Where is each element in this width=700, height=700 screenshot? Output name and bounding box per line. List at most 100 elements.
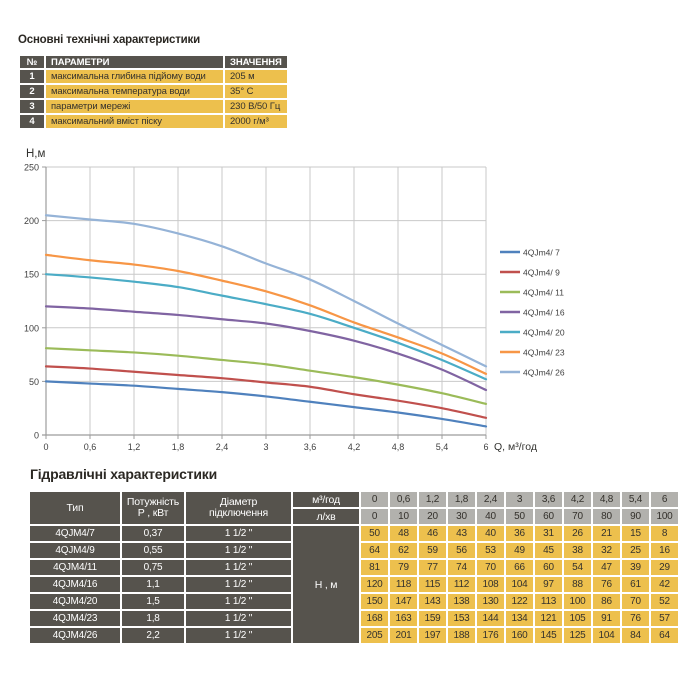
head-value-cell: 150 bbox=[361, 594, 388, 609]
head-value-cell: 62 bbox=[390, 543, 417, 558]
x-tick-label: 2,4 bbox=[216, 442, 229, 452]
spec-value-cell: 2000 г/м³ bbox=[225, 115, 287, 128]
legend-label: 4QJm4/ 9 bbox=[523, 268, 560, 278]
head-value-cell: 130 bbox=[477, 594, 504, 609]
head-value-cell: 53 bbox=[477, 543, 504, 558]
flow-m3-value-cell: 0,6 bbox=[390, 492, 417, 507]
x-tick-label: 0,6 bbox=[84, 442, 97, 452]
pump-type-cell: 4QJM4/11 bbox=[30, 560, 120, 575]
series-line-4QJm4-26 bbox=[44, 214, 488, 368]
head-value-cell: 49 bbox=[506, 543, 533, 558]
series-line-4QJm4-23 bbox=[44, 253, 488, 375]
head-value-cell: 84 bbox=[622, 628, 649, 643]
head-value-cell: 81 bbox=[361, 560, 388, 575]
head-value-cell: 160 bbox=[506, 628, 533, 643]
col-header-type: Тип bbox=[30, 492, 120, 524]
flow-lmin-value-cell: 20 bbox=[419, 509, 446, 524]
head-value-cell: 77 bbox=[419, 560, 446, 575]
flow-m3-value-cell: 1,8 bbox=[448, 492, 475, 507]
diameter-cell: 1 1/2 " bbox=[186, 560, 291, 575]
diameter-cell: 1 1/2 " bbox=[186, 611, 291, 626]
series-line-4QJm4-9 bbox=[44, 365, 488, 419]
head-value-cell: 153 bbox=[448, 611, 475, 626]
head-value-cell: 121 bbox=[535, 611, 562, 626]
head-value-cell: 112 bbox=[448, 577, 475, 592]
flow-m3-value-cell: 0 bbox=[361, 492, 388, 507]
head-value-cell: 46 bbox=[419, 526, 446, 541]
head-value-cell: 147 bbox=[390, 594, 417, 609]
flow-lmin-value-cell: 40 bbox=[477, 509, 504, 524]
head-value-cell: 25 bbox=[622, 543, 649, 558]
head-value-cell: 138 bbox=[448, 594, 475, 609]
flow-m3-value-cell: 3,6 bbox=[535, 492, 562, 507]
series-line-4QJm4-20 bbox=[44, 273, 488, 381]
head-value-cell: 188 bbox=[448, 628, 475, 643]
col-header-power-line1: Потужність bbox=[126, 496, 180, 508]
spec-value-cell: 230 В/50 Гц bbox=[225, 100, 287, 113]
head-value-cell: 21 bbox=[593, 526, 620, 541]
head-value-cell: 120 bbox=[361, 577, 388, 592]
head-value-cell: 57 bbox=[651, 611, 678, 626]
diameter-cell: 1 1/2 " bbox=[186, 526, 291, 541]
legend-label: 4QJm4/ 20 bbox=[523, 328, 565, 338]
y-tick-label: 200 bbox=[24, 216, 39, 226]
head-value-cell: 31 bbox=[535, 526, 562, 541]
head-value-cell: 40 bbox=[477, 526, 504, 541]
head-value-cell: 122 bbox=[506, 594, 533, 609]
head-value-cell: 43 bbox=[448, 526, 475, 541]
spec-header-value: ЗНАЧЕННЯ bbox=[225, 56, 287, 68]
power-cell: 1,1 bbox=[122, 577, 184, 592]
power-cell: 1,5 bbox=[122, 594, 184, 609]
pump-row: 4QJM4/23 1,8 1 1/2 " 168 163 159 153 144 134 121 1… bbox=[30, 611, 678, 626]
power-cell: 0,37 bbox=[122, 526, 184, 541]
y-tick-label: 0 bbox=[34, 431, 39, 441]
x-tick-label: 0 bbox=[43, 442, 48, 452]
flow-lmin-value-cell: 60 bbox=[535, 509, 562, 524]
head-value-cell: 56 bbox=[448, 543, 475, 558]
series-line-4QJm4-11 bbox=[44, 347, 488, 406]
head-value-cell: 48 bbox=[390, 526, 417, 541]
head-value-cell: 100 bbox=[564, 594, 591, 609]
flow-m3-value-cell: 1,2 bbox=[419, 492, 446, 507]
head-value-cell: 86 bbox=[593, 594, 620, 609]
pump-row: 4QJM4/9 0,55 1 1/2 " 64 62 59 56 53 49 45 38 32 25 16 bbox=[30, 543, 678, 558]
head-value-cell: 70 bbox=[622, 594, 649, 609]
spec-num-cell: 3 bbox=[20, 100, 44, 113]
head-value-cell: 105 bbox=[564, 611, 591, 626]
diameter-cell: 1 1/2 " bbox=[186, 594, 291, 609]
head-value-cell: 91 bbox=[593, 611, 620, 626]
x-tick-label: 1,2 bbox=[128, 442, 141, 452]
diameter-cell: 1 1/2 " bbox=[186, 577, 291, 592]
head-value-cell: 108 bbox=[477, 577, 504, 592]
head-value-cell: 50 bbox=[361, 526, 388, 541]
x-tick-label: 3,6 bbox=[304, 442, 317, 452]
hydraulic-title: Гідравлічні характеристики bbox=[30, 466, 217, 482]
head-value-cell: 201 bbox=[390, 628, 417, 643]
spec-param-cell: максимальна температура води bbox=[46, 85, 223, 98]
head-value-cell: 42 bbox=[651, 577, 678, 592]
spec-param-cell: параметри мережі bbox=[46, 100, 223, 113]
flow-lmin-value-cell: 70 bbox=[564, 509, 591, 524]
power-cell: 2,2 bbox=[122, 628, 184, 643]
pump-curves-chart: 0 50 100 150 200 250 0 0,6 1,2 1,8 2,4 3 3,6 4,2 4,8 5,… bbox=[24, 148, 565, 453]
diameter-cell: 1 1/2 " bbox=[186, 543, 291, 558]
head-value-cell: 60 bbox=[535, 560, 562, 575]
flow-lmin-value-cell: 90 bbox=[622, 509, 649, 524]
spec-param-cell: максимальна глибина підйому води bbox=[46, 70, 223, 83]
flow-lmin-value-cell: 50 bbox=[506, 509, 533, 524]
head-value-cell: 79 bbox=[390, 560, 417, 575]
head-value-cell: 104 bbox=[506, 577, 533, 592]
legend-label: 4QJm4/ 11 bbox=[523, 288, 564, 298]
y-tick-label: 150 bbox=[24, 270, 39, 280]
spec-header-num: № bbox=[20, 56, 44, 68]
head-value-cell: 143 bbox=[419, 594, 446, 609]
legend-label: 4QJm4/ 16 bbox=[523, 308, 565, 318]
flow-m3-value-cell: 4,8 bbox=[593, 492, 620, 507]
spec-num-cell: 2 bbox=[20, 85, 44, 98]
head-value-cell: 118 bbox=[390, 577, 417, 592]
y-axis-title: Н,м bbox=[26, 148, 46, 160]
head-value-cell: 29 bbox=[651, 560, 678, 575]
pump-type-cell: 4QJM4/23 bbox=[30, 611, 120, 626]
head-value-cell: 47 bbox=[593, 560, 620, 575]
flow-lmin-value-cell: 10 bbox=[390, 509, 417, 524]
